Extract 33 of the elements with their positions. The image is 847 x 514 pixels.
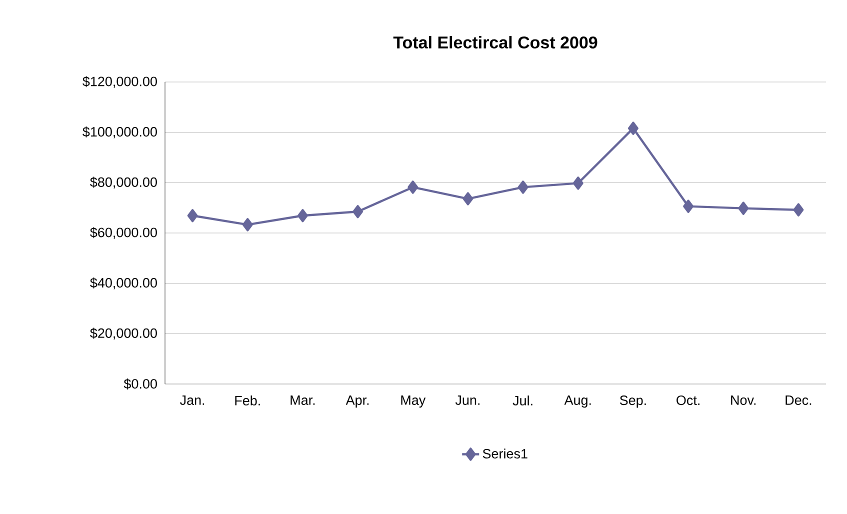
x-tick-label: Mar. [290,396,315,405]
y-tick-label: $60,000.00 [90,227,157,239]
y-tick-label: $120,000.00 [82,76,157,88]
x-tick-label: Feb. [235,396,260,406]
x-tick-label: Jul. [512,396,532,406]
point [683,200,694,213]
x-tick-label: Jan. [180,396,204,405]
x-tick-label: Aug. [564,396,591,408]
point [297,209,308,222]
point [628,122,638,135]
point [793,203,804,216]
x-tick-label: Jun. [455,396,480,405]
x-tick-label: Sep. [620,396,646,408]
x-tick-label: Apr. [346,396,369,408]
point [352,205,364,218]
point [242,218,253,232]
point [738,202,749,215]
y-tick-label: $80,000.00 [90,176,157,189]
legend-label: Series1 [482,448,528,458]
point [518,180,528,194]
x-tick-label: Oct. [676,396,700,406]
point [462,192,474,206]
y-tick-label: $20,000.00 [90,328,157,340]
chart-title: Total Electircal Cost 2009 [393,36,598,49]
x-tick-label: Nov. [731,396,756,405]
y-tick-label: $100,000.00 [82,126,157,138]
x-tick-label: May [401,396,426,408]
x-tick-label: Dec. [786,396,812,405]
point [187,209,198,222]
y-tick-label: $0.00 [124,378,157,390]
point [572,176,584,190]
point [408,180,418,194]
y-tick-label: $40,000.00 [90,277,157,290]
